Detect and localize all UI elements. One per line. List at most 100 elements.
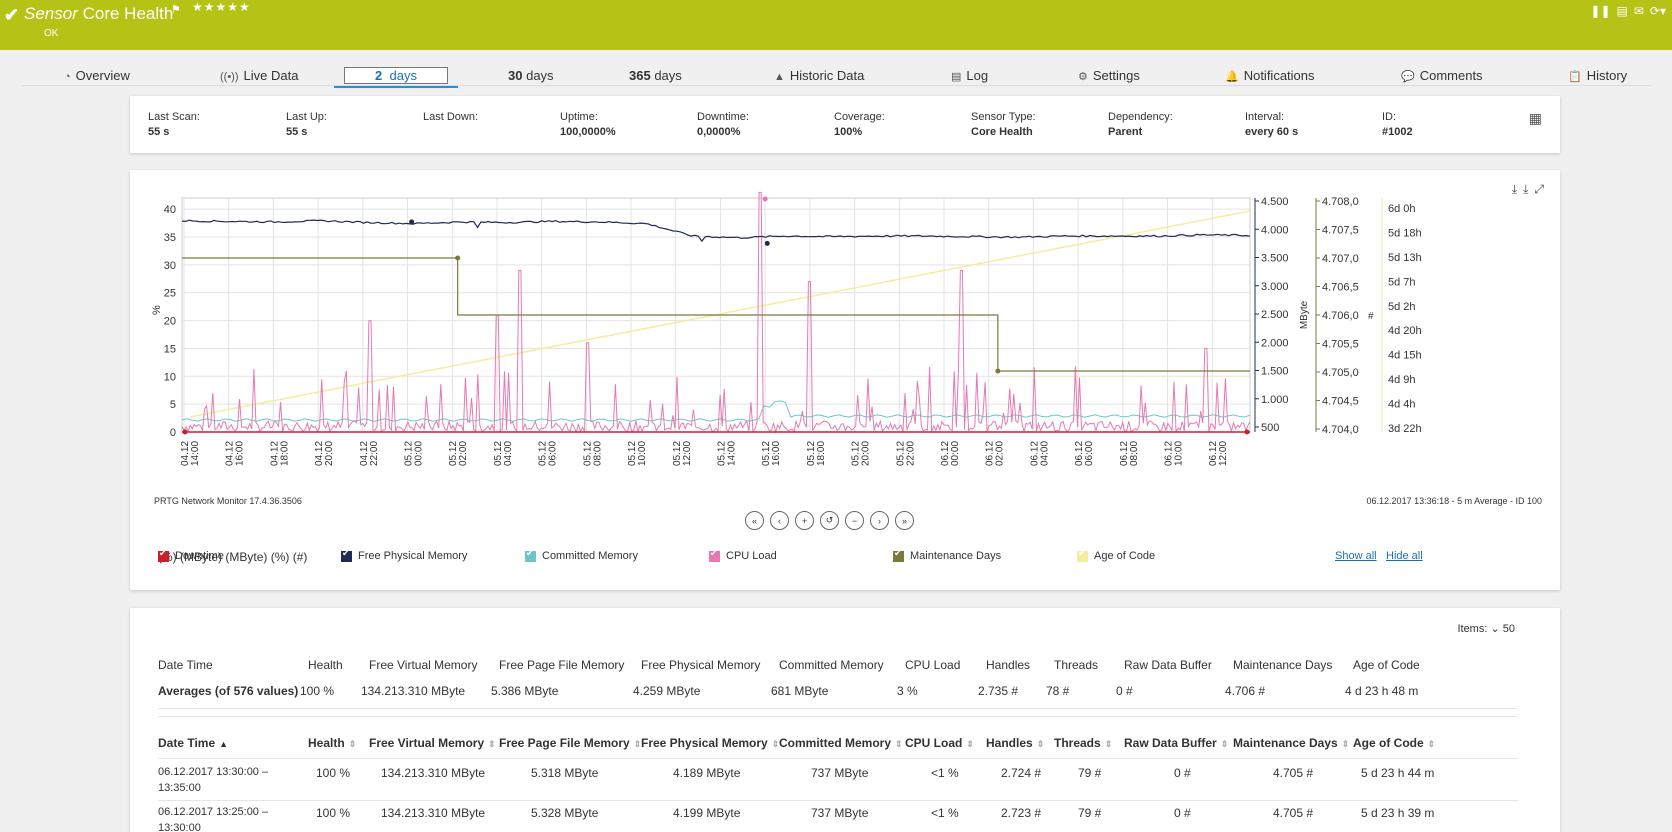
tab-365-days[interactable]: 365 days [629,68,682,83]
legend-free-physical-memory[interactable]: Free Physical Memory [341,548,467,562]
tab-history[interactable]: 📋 History [1568,68,1627,83]
x-tick-label: 14:00 [726,441,737,466]
x-tick-label: 05.12 [716,441,727,466]
legend-maintenance-days[interactable]: Maintenance Days [893,548,1001,562]
info-key: Sensor Type: [971,111,1036,123]
sort-free-physical-memory[interactable]: Free Physical Memory ⇕ [641,736,779,750]
chevron-down-icon: ⌄ [1490,623,1500,635]
tab-label: Overview [75,68,130,83]
col-raw-data-buffer: Raw Data Buffer [1124,658,1212,672]
y-tick-label-mbyte: 4.000 [1261,224,1289,236]
first-page-button[interactable]: « [745,511,764,530]
tab-overview[interactable]: ◔ Overview [64,68,130,83]
x-tick-label: 18:00 [816,441,827,466]
x-tick-label: 20:00 [861,441,872,466]
checkbox-icon [341,548,352,562]
cell-raw-data-buffer: 0 # [1174,766,1191,780]
col-committed-memory: Committed Memory [779,658,884,672]
zoom-in-button[interactable]: + [795,511,814,530]
y-tick-label-count: 4.706,5 [1322,282,1359,294]
sort-committed-memory[interactable]: Committed Memory ⇕ [779,736,903,750]
x-tick-label: 02:00 [458,441,469,466]
info-key: ID: [1382,111,1397,123]
log-icon: ▤ [951,71,962,83]
last-page-button[interactable]: » [895,511,914,530]
sort-free-virtual-memory[interactable]: Free Virtual Memory ⇕ [369,736,496,750]
y-tick-label-mbyte: 1.000 [1261,394,1289,406]
previous-button[interactable]: ‹ [770,511,789,530]
header-label: Maintenance Days [1233,736,1338,750]
x-tick-label: 05.12 [493,441,504,466]
tab-live-data[interactable]: ((•)) Live Data [220,68,298,83]
y-tick-label-age: 5d 13h [1388,252,1422,264]
avg-health: 100 % [300,684,335,698]
tab-settings[interactable]: ⚙ Settings [1078,68,1140,83]
cell-date-time: 06.12.2017 13:30:00 – [158,766,269,778]
sort-raw-data-buffer[interactable]: Raw Data Buffer ⇕ [1124,736,1228,750]
tab-notifications[interactable]: 🔔 Notifications [1225,68,1315,83]
legend-downtime[interactable]: Downtime [158,548,224,562]
tab-comments[interactable]: 💬 Comments [1401,68,1483,83]
y-tick-label: 10 [164,371,176,383]
show-all-link[interactable]: Show all [1335,550,1377,562]
info-value: every 60 s [1245,126,1299,138]
header-label: Raw Data Buffer [1124,736,1217,750]
items-per-page[interactable]: Items: ⌄ 50 [1457,622,1515,635]
zoom-out-button[interactable]: − [845,511,864,530]
legend-age-of-code[interactable]: Age of Code [1077,548,1155,562]
sort-age-of-code[interactable]: Age of Code ⇕ [1353,736,1435,750]
y-tick-label-count: 4.705,5 [1322,339,1359,351]
area-chart-icon: ▲ [774,71,785,83]
sort-icon: ⇕ [966,739,974,749]
sort-health[interactable]: Health ⇕ [308,736,356,750]
next-button[interactable]: › [870,511,889,530]
x-tick-label: 06.12 [1164,441,1175,466]
sort-free-page-file-memory[interactable]: Free Page File Memory ⇕ [499,736,641,750]
sort-cpu-load[interactable]: CPU Load ⇕ [905,736,974,750]
priority-stars[interactable]: ★★★★★ [192,0,251,14]
chart-legend: Downtime (%) Free Physical Memory (MByte… [158,548,1538,570]
tab-log[interactable]: ▤ Log [951,68,988,83]
x-tick-label: 06.12 [1208,441,1219,466]
x-tick-label: 04.12 [180,441,191,466]
cell-threads: 79 # [1078,806,1102,820]
y-tick-label-age: 5d 18h [1388,227,1422,239]
qr-code-icon[interactable]: ▦ [1528,110,1542,126]
header-label: CPU Load [905,736,963,750]
cell-health: 100 % [316,806,351,820]
tab-30-days[interactable]: 30 days [508,68,554,83]
hide-all-link[interactable]: Hide all [1386,550,1423,562]
export-icon[interactable]: ▤ [1616,4,1628,18]
cell-free-page-file-memory: 5.328 MByte [531,806,599,820]
divider [158,716,1518,717]
col-date-time: Date Time [158,658,213,672]
title-prefix: Sensor [24,4,78,23]
tab-num: 2 [375,68,383,83]
pause-icon[interactable]: ❚❚ [1590,4,1611,18]
tab-historic-data[interactable]: ▲ Historic Data [774,68,864,83]
x-tick-label: 02:00 [995,441,1006,466]
sort-threads[interactable]: Threads ⇕ [1054,736,1112,750]
sort-handles[interactable]: Handles ⇕ [986,736,1044,750]
y-tick-label-mbyte: 1.500 [1261,366,1289,378]
mail-icon[interactable]: ✉ [1633,4,1644,18]
legend-cpu-load[interactable]: CPU Load [709,548,777,562]
tab-2-days[interactable]: 2 days [334,67,458,88]
series-cpu-load [181,191,1251,434]
download-icon[interactable]: ⤓ [1511,182,1518,196]
x-tick-label: 06:00 [1084,441,1095,466]
gear-icon: ⚙ [1078,71,1088,83]
legend-committed-memory[interactable]: Committed Memory [525,548,638,562]
sort-date-time[interactable]: Date Time ▲ [158,736,228,750]
cell-free-page-file-memory: 5.318 MByte [531,766,599,780]
reset-button[interactable]: ↺ [820,511,839,530]
expand-icon[interactable]: ⤢ [1534,182,1544,196]
refresh-icon[interactable]: ⟳▾ [1649,4,1666,18]
tab-label: Comments [1419,68,1483,83]
download-csv-icon[interactable]: ⤓ [1523,182,1529,196]
flag-icon[interactable]: ⚑ [171,4,181,16]
x-tick-label: 06:00 [548,441,559,466]
header-label: Handles [986,736,1033,750]
sort-maintenance-days[interactable]: Maintenance Days ⇕ [1233,736,1349,750]
